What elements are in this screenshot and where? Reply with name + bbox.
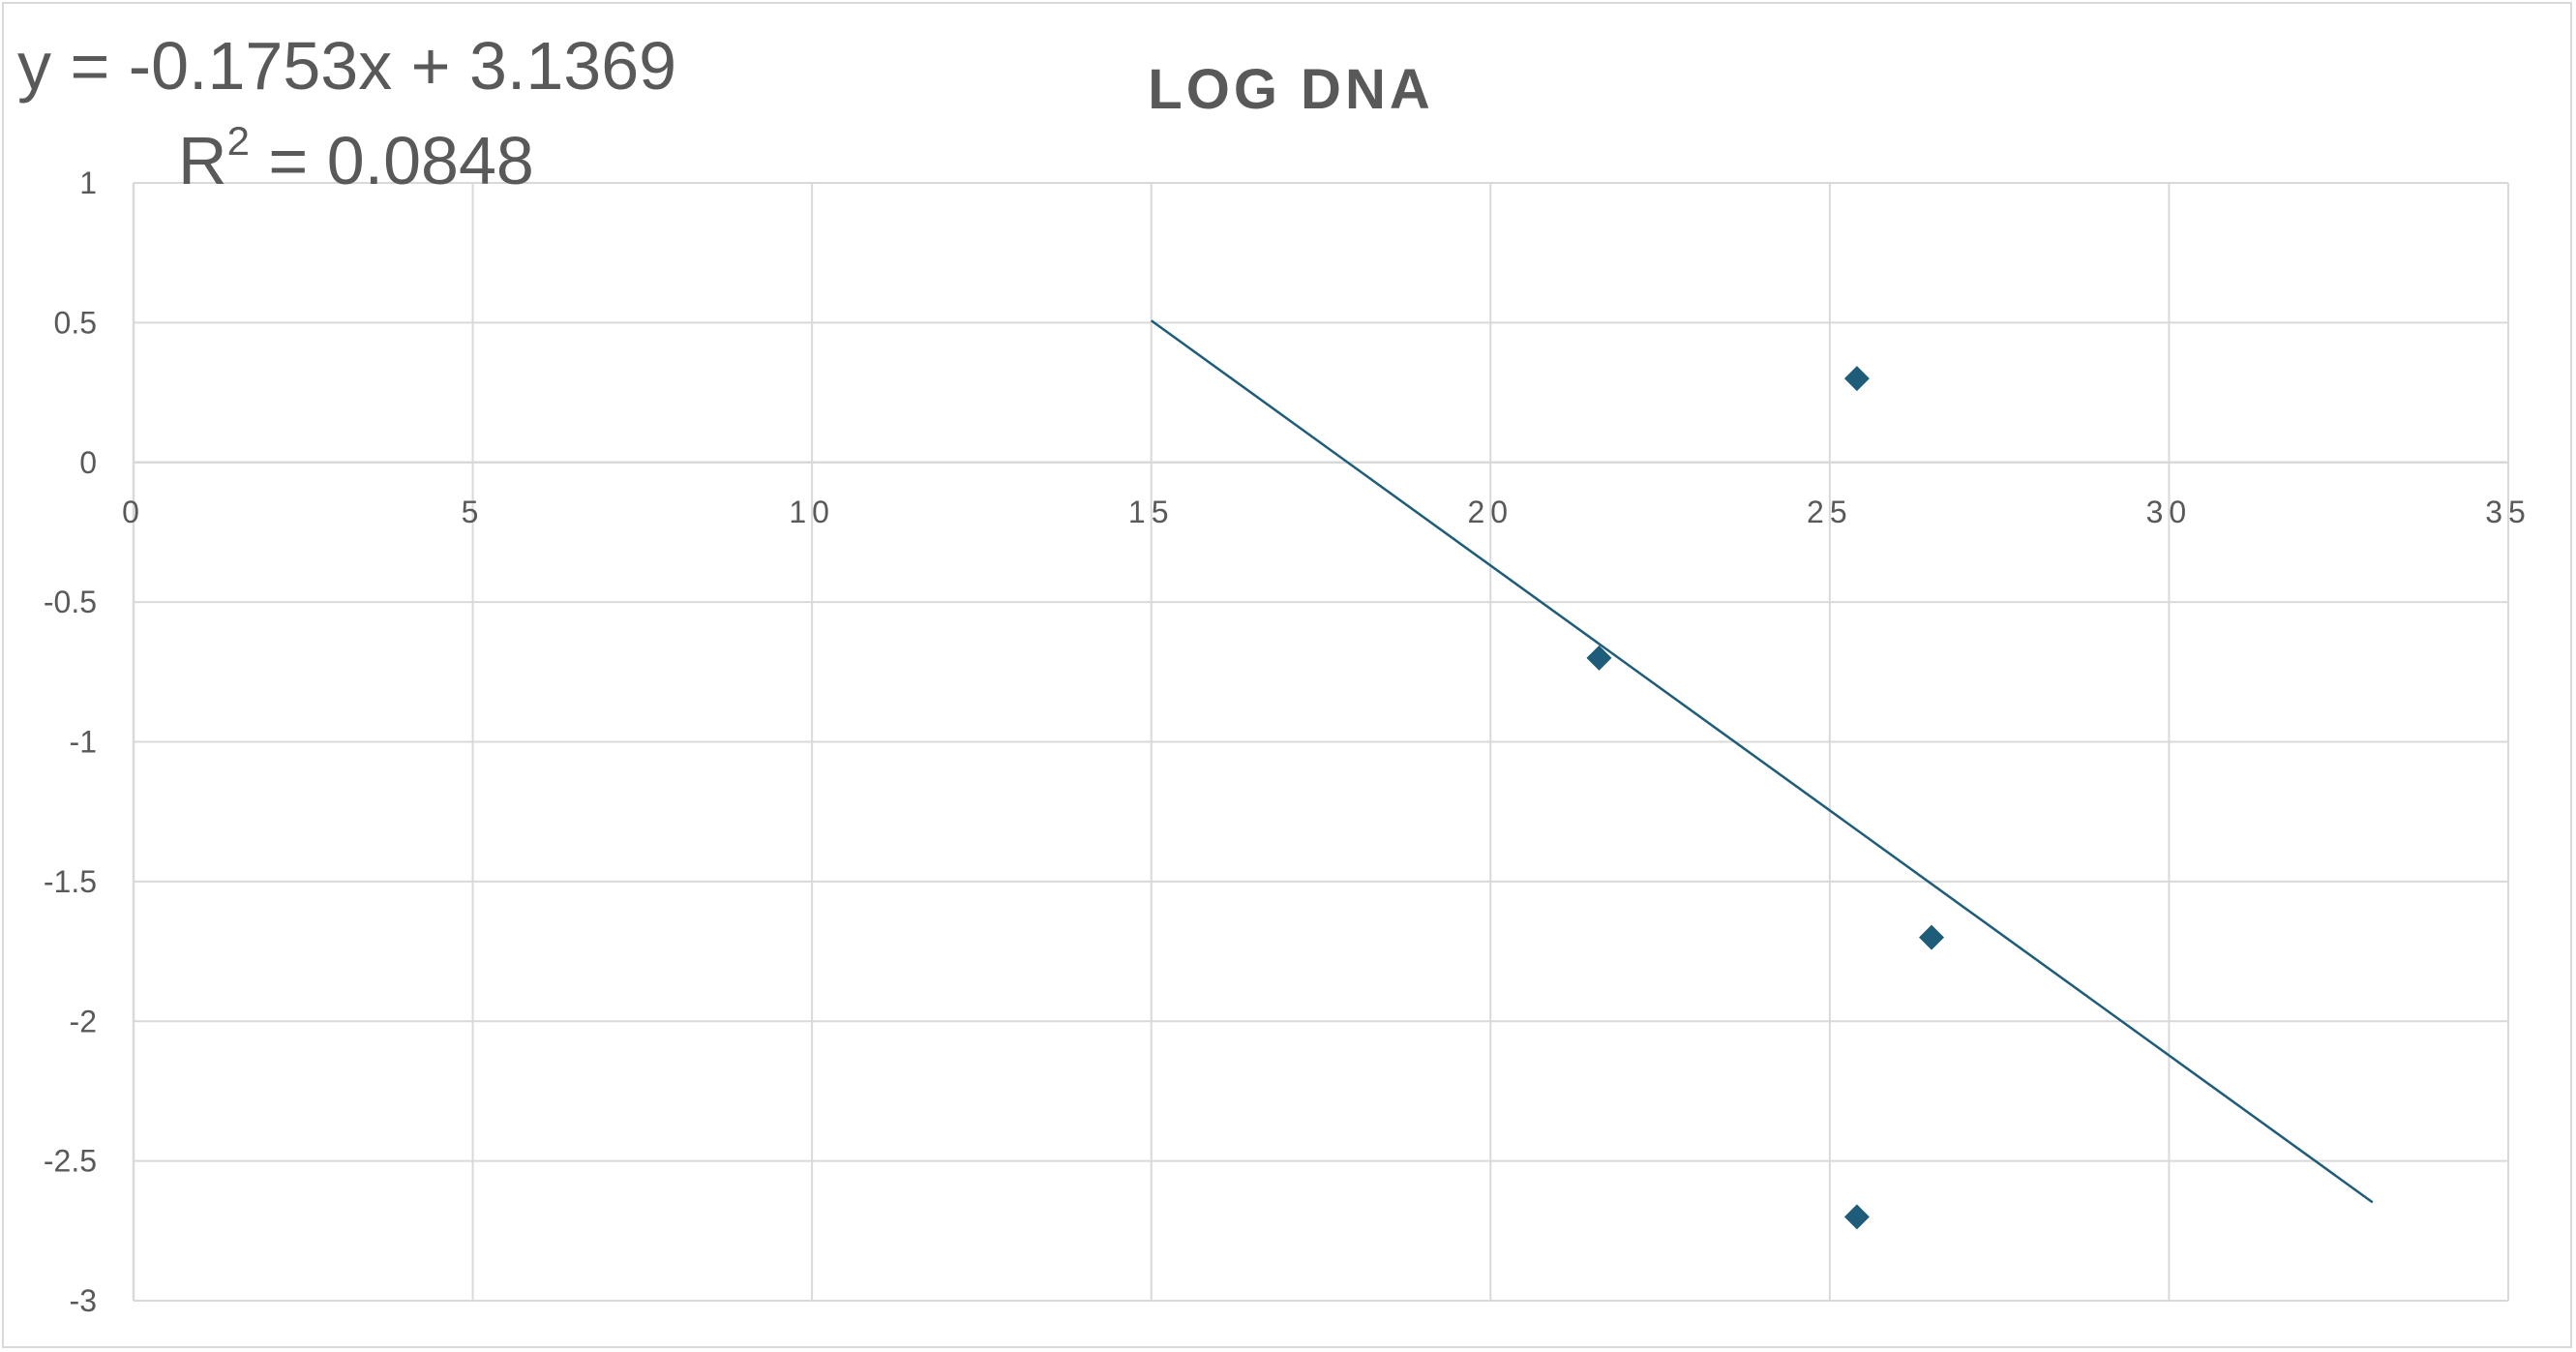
y-tick-label: -1: [70, 725, 97, 760]
x-tick-label: 30: [2146, 495, 2193, 529]
x-tick-label: 35: [2485, 495, 2531, 529]
trendline: [1150, 319, 2374, 1204]
y-tick-label: -2: [70, 1004, 97, 1038]
y-tick-label: -3: [70, 1283, 97, 1318]
y-tick-labels: 1 0.5 0 -0.5 -1 -1.5 -2 -2.5 -3: [44, 165, 97, 1318]
trendline-equation: y = -0.1753x + 3.1369: [17, 28, 676, 104]
y-tick-label: 1: [79, 165, 97, 200]
data-point: [1843, 366, 1870, 392]
x-tick-label: 0: [122, 495, 145, 529]
x-tick-labels: 0 5 10 15 20 25 30 35: [122, 495, 2531, 529]
data-point: [1843, 1204, 1870, 1230]
data-point: [1919, 924, 1945, 950]
axes: [132, 183, 2508, 1301]
x-tick-label: 20: [1467, 495, 1513, 529]
scatter-chart: 1 0.5 0 -0.5 -1 -1.5 -2 -2.5 -3 0 5 10 15 20 25 30 35 L…: [17, 28, 2531, 1318]
x-tick-label: 5: [462, 495, 485, 529]
data-point: [1586, 645, 1612, 671]
data-points: [1586, 366, 1945, 1230]
trendline-group: [1150, 319, 2374, 1204]
r-squared-value: = 0.0848: [250, 123, 534, 198]
y-tick-label: -2.5: [44, 1144, 97, 1179]
y-tick-label: 0: [79, 445, 97, 480]
y-tick-label: 0.5: [54, 305, 97, 340]
x-tick-label: 25: [1807, 495, 1853, 529]
x-tick-label: 15: [1128, 495, 1175, 529]
r-squared-superscript: 2: [227, 118, 250, 164]
chart-title: LOG DNA: [1148, 58, 1433, 121]
y-tick-label: -1.5: [44, 864, 97, 899]
gridlines: [133, 182, 2509, 1302]
y-tick-label: -0.5: [44, 585, 97, 619]
r-squared-prefix: R: [178, 123, 227, 198]
trendline-r-squared: R2 = 0.0848: [178, 118, 534, 198]
x-tick-label: 10: [789, 495, 835, 529]
